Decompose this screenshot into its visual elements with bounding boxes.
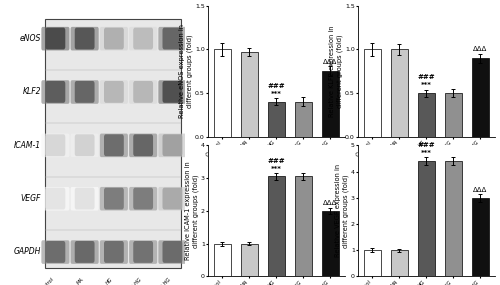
FancyBboxPatch shape xyxy=(100,240,128,264)
FancyBboxPatch shape xyxy=(44,19,182,268)
Bar xyxy=(364,250,380,276)
Bar xyxy=(391,250,407,276)
FancyBboxPatch shape xyxy=(104,81,124,103)
Text: ΔΔΔ: ΔΔΔ xyxy=(323,200,338,206)
Bar xyxy=(241,244,258,276)
FancyBboxPatch shape xyxy=(104,28,124,50)
FancyBboxPatch shape xyxy=(162,81,182,103)
FancyBboxPatch shape xyxy=(158,80,186,104)
Bar xyxy=(472,198,488,276)
FancyBboxPatch shape xyxy=(158,187,186,211)
Text: Ov-NC+HG: Ov-NC+HG xyxy=(120,276,143,285)
Text: GAPDH: GAPDH xyxy=(14,247,41,256)
Bar xyxy=(364,49,380,137)
Text: Ov-STEAP4+HG: Ov-STEAP4+HG xyxy=(141,276,172,285)
FancyBboxPatch shape xyxy=(100,187,128,211)
Text: ΔΔΔ: ΔΔΔ xyxy=(473,187,488,193)
FancyBboxPatch shape xyxy=(104,188,124,209)
FancyBboxPatch shape xyxy=(133,28,153,50)
FancyBboxPatch shape xyxy=(133,134,153,156)
Text: VEGF: VEGF xyxy=(20,194,41,203)
FancyBboxPatch shape xyxy=(46,81,66,103)
Text: ***: *** xyxy=(271,166,281,172)
FancyBboxPatch shape xyxy=(75,134,94,156)
Text: ###: ### xyxy=(418,74,435,80)
Text: ***: *** xyxy=(421,150,432,156)
FancyBboxPatch shape xyxy=(70,187,99,211)
FancyBboxPatch shape xyxy=(70,134,99,157)
FancyBboxPatch shape xyxy=(70,27,99,50)
FancyBboxPatch shape xyxy=(129,80,157,104)
FancyBboxPatch shape xyxy=(162,241,182,263)
Bar xyxy=(418,161,434,276)
FancyBboxPatch shape xyxy=(42,134,70,157)
FancyBboxPatch shape xyxy=(158,134,186,157)
Bar xyxy=(214,244,230,276)
Text: Control: Control xyxy=(39,276,56,285)
Y-axis label: Relative eNOS expression in
different groups (fold): Relative eNOS expression in different gr… xyxy=(180,24,193,118)
FancyBboxPatch shape xyxy=(46,188,66,209)
FancyBboxPatch shape xyxy=(70,80,99,104)
FancyBboxPatch shape xyxy=(133,241,153,263)
Bar xyxy=(472,58,488,137)
Text: HG: HG xyxy=(105,276,114,285)
Bar xyxy=(295,176,312,276)
Text: ###: ### xyxy=(418,142,435,148)
FancyBboxPatch shape xyxy=(158,240,186,264)
FancyBboxPatch shape xyxy=(162,28,182,50)
Text: ###: ### xyxy=(268,83,285,89)
FancyBboxPatch shape xyxy=(46,28,66,50)
Bar xyxy=(241,52,258,137)
Bar xyxy=(391,49,407,137)
FancyBboxPatch shape xyxy=(162,188,182,209)
FancyBboxPatch shape xyxy=(158,27,186,50)
Bar xyxy=(268,102,284,137)
Text: ΔΔΔ: ΔΔΔ xyxy=(473,46,488,52)
Text: ***: *** xyxy=(421,82,432,88)
Bar xyxy=(445,161,462,276)
FancyBboxPatch shape xyxy=(42,240,70,264)
FancyBboxPatch shape xyxy=(129,187,157,211)
Text: KLF2: KLF2 xyxy=(22,87,41,96)
FancyBboxPatch shape xyxy=(133,188,153,209)
Bar xyxy=(418,93,434,137)
FancyBboxPatch shape xyxy=(75,28,94,50)
Y-axis label: Relative VEGF expression in
different groups (fold): Relative VEGF expression in different gr… xyxy=(335,164,348,257)
FancyBboxPatch shape xyxy=(100,134,128,157)
FancyBboxPatch shape xyxy=(42,27,70,50)
Text: ###: ### xyxy=(268,158,285,164)
FancyBboxPatch shape xyxy=(42,187,70,211)
FancyBboxPatch shape xyxy=(46,241,66,263)
FancyBboxPatch shape xyxy=(129,134,157,157)
Bar xyxy=(214,49,230,137)
Bar xyxy=(322,211,338,276)
FancyBboxPatch shape xyxy=(100,27,128,50)
FancyBboxPatch shape xyxy=(70,240,99,264)
FancyBboxPatch shape xyxy=(129,240,157,264)
FancyBboxPatch shape xyxy=(42,80,70,104)
Bar xyxy=(295,102,312,137)
FancyBboxPatch shape xyxy=(129,27,157,50)
FancyBboxPatch shape xyxy=(162,134,182,156)
Text: MA: MA xyxy=(76,276,84,285)
FancyBboxPatch shape xyxy=(104,241,124,263)
Text: ΔΔΔ: ΔΔΔ xyxy=(323,59,338,65)
FancyBboxPatch shape xyxy=(133,81,153,103)
FancyBboxPatch shape xyxy=(46,134,66,156)
Bar xyxy=(445,93,462,137)
Y-axis label: Relative ICAM-1 expression in
different groups (fold): Relative ICAM-1 expression in different … xyxy=(185,162,198,260)
Text: ***: *** xyxy=(271,91,281,97)
FancyBboxPatch shape xyxy=(75,81,94,103)
FancyBboxPatch shape xyxy=(104,134,124,156)
FancyBboxPatch shape xyxy=(100,80,128,104)
Text: eNOS: eNOS xyxy=(20,34,41,43)
Text: ICAM-1: ICAM-1 xyxy=(14,141,41,150)
Bar xyxy=(268,176,284,276)
FancyBboxPatch shape xyxy=(75,241,94,263)
FancyBboxPatch shape xyxy=(75,188,94,209)
Y-axis label: Relative KLF2 expression in
different groups (fold): Relative KLF2 expression in different gr… xyxy=(330,25,343,117)
Bar xyxy=(322,71,338,137)
